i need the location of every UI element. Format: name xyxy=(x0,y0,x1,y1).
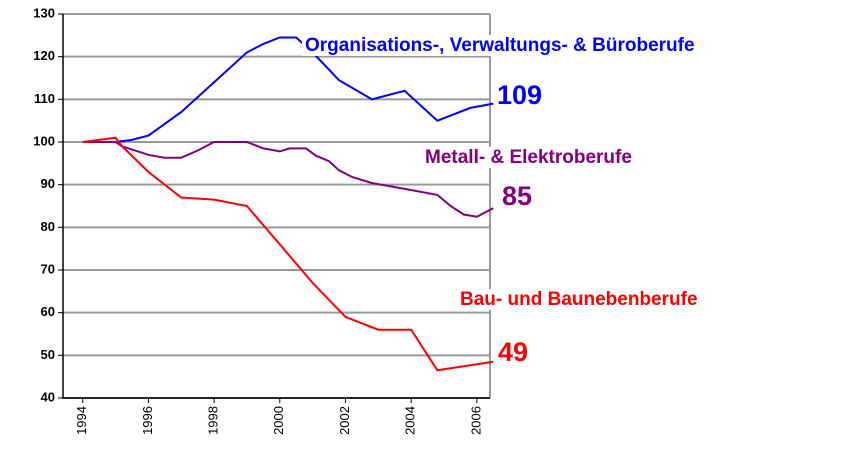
end-value-label: 109 xyxy=(497,80,542,110)
y-tick-label: 130 xyxy=(33,5,55,20)
y-tick-label: 60 xyxy=(41,304,55,319)
y-tick-label: 90 xyxy=(41,176,55,191)
x-tick-label: 1994 xyxy=(74,406,89,435)
label-background xyxy=(302,35,698,57)
series-line xyxy=(82,141,494,218)
y-tick-label: 100 xyxy=(33,133,55,148)
x-tick-label: 2002 xyxy=(337,406,352,435)
series-label: Bau- und Baunebenberufe xyxy=(460,289,698,310)
y-tick-label: 40 xyxy=(41,389,55,404)
x-tick-label: 2006 xyxy=(468,406,483,435)
x-tick-label: 1998 xyxy=(206,406,221,435)
label-background xyxy=(457,289,701,311)
series-label: Organisations-, Verwaltungs- & Büroberuf… xyxy=(305,35,695,56)
series-line xyxy=(82,36,494,143)
y-tick-label: 50 xyxy=(41,347,55,362)
end-value-label: 49 xyxy=(498,337,528,367)
y-tick-label: 110 xyxy=(34,91,55,106)
x-tick-label: 2000 xyxy=(271,406,286,435)
end-value-label: 85 xyxy=(502,181,532,211)
series-label: Metall- & Elektroberufe xyxy=(425,147,632,168)
label-background xyxy=(422,147,635,169)
y-tick-label: 120 xyxy=(33,48,55,63)
x-tick-label: 2004 xyxy=(403,406,418,435)
y-tick-label: 80 xyxy=(41,219,55,234)
x-tick-label: 1996 xyxy=(140,406,155,435)
y-tick-label: 70 xyxy=(41,261,55,276)
series-line xyxy=(82,136,494,372)
